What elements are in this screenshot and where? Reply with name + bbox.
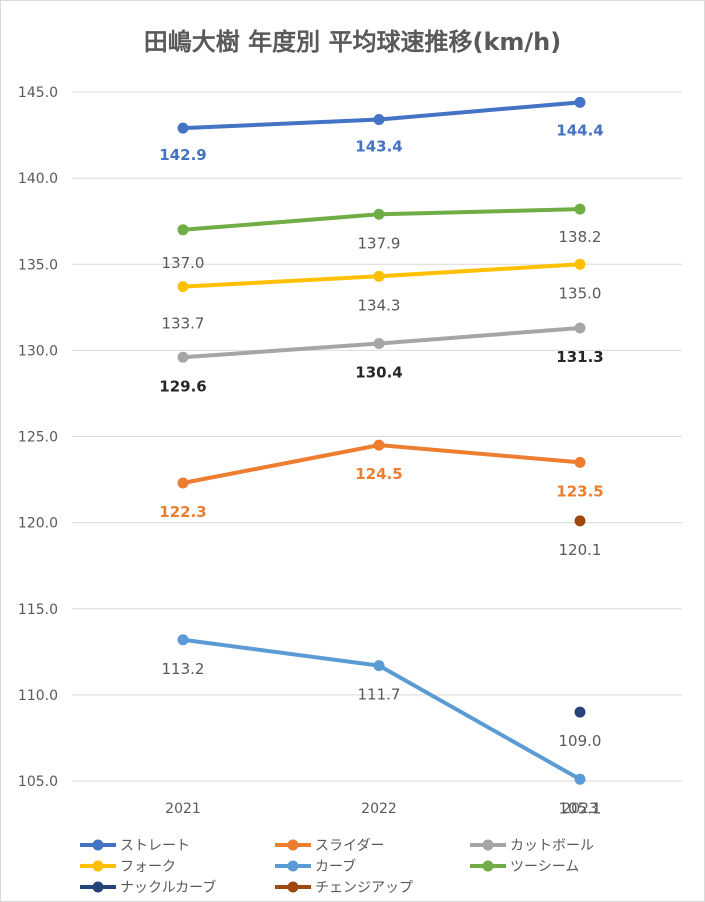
legend-swatch-marker — [92, 881, 104, 893]
data-point — [373, 114, 385, 126]
x-tick-label: 2023 — [562, 801, 598, 817]
legend-swatch-marker — [482, 860, 494, 872]
data-label: 129.6 — [159, 377, 206, 395]
legend-label: カットボール — [510, 838, 594, 854]
data-point — [177, 224, 189, 236]
y-tick-label: 120.0 — [18, 516, 58, 532]
data-point — [574, 203, 586, 215]
data-point — [373, 270, 385, 282]
data-label: 133.7 — [162, 315, 205, 333]
data-point — [177, 351, 189, 363]
data-label: 134.3 — [358, 296, 401, 314]
x-tick-label: 2021 — [165, 801, 201, 817]
y-tick-label: 105.0 — [18, 774, 58, 790]
data-point — [177, 634, 189, 646]
data-label: 138.2 — [559, 228, 602, 246]
y-tick-label: 125.0 — [18, 430, 58, 446]
data-point — [177, 477, 189, 489]
data-point — [574, 773, 586, 785]
data-label: 144.4 — [556, 121, 603, 139]
y-tick-label: 115.0 — [18, 602, 58, 618]
legend-swatch-marker — [482, 839, 494, 851]
data-label: 143.4 — [355, 138, 402, 156]
y-tick-label: 145.0 — [18, 85, 58, 101]
y-tick-label: 140.0 — [18, 171, 58, 187]
data-label: 111.7 — [358, 686, 401, 704]
data-point — [373, 337, 385, 349]
chart-title: 田嶋大樹 年度別 平均球速推移(km/h) — [143, 28, 562, 56]
legend-label: カーブ — [315, 858, 356, 875]
legend-entry: カーブ — [275, 858, 356, 875]
data-label: 124.5 — [355, 465, 402, 483]
legend-entry: チェンジアップ — [275, 880, 413, 896]
x-tick-label: 2022 — [361, 801, 397, 817]
data-label: 135.0 — [559, 284, 602, 302]
data-point — [574, 96, 586, 108]
data-point — [373, 208, 385, 220]
data-label: 123.5 — [556, 482, 603, 500]
legend-swatch-marker — [287, 881, 299, 893]
data-point — [574, 456, 586, 468]
legend-label: ナックルカーブ — [120, 879, 216, 896]
data-label: 105.1 — [559, 799, 602, 817]
data-label: 137.0 — [162, 254, 205, 272]
data-labels: 142.9 143.4 144.4 122.3 124.5 123.5 129.6 130.4… — [159, 121, 603, 817]
data-point — [574, 322, 586, 334]
legend-swatch-marker — [287, 839, 299, 851]
data-point — [574, 706, 586, 718]
y-axis: 105.0 110.0 115.0 120.0 125.0 130.0 135.0 140.0… — [18, 85, 58, 790]
legend-entry: ツーシーム — [470, 859, 579, 875]
data-point — [574, 515, 586, 527]
legend-entry: ストレート — [80, 838, 190, 854]
data-label: 131.3 — [556, 348, 603, 366]
y-tick-label: 130.0 — [18, 343, 58, 359]
legend-label: ストレート — [120, 838, 190, 854]
data-label: 142.9 — [159, 146, 206, 164]
legend-swatch-marker — [92, 839, 104, 851]
data-label: 130.4 — [355, 363, 402, 381]
series-line — [181, 637, 582, 782]
legend-entry: カットボール — [470, 838, 594, 854]
data-label: 120.1 — [559, 541, 602, 559]
legend-label: スライダー — [315, 838, 384, 854]
y-tick-label: 135.0 — [18, 257, 58, 273]
x-axis: 2021 2022 2023 — [165, 801, 598, 817]
legend-entry: スライダー — [275, 838, 384, 854]
data-label: 137.9 — [358, 234, 401, 252]
data-point — [177, 281, 189, 293]
data-label: 113.2 — [162, 660, 205, 678]
legend-entry: ナックルカーブ — [80, 879, 216, 896]
data-point — [373, 660, 385, 672]
legend-label: ツーシーム — [510, 859, 579, 875]
legend-entry: フォーク — [80, 859, 176, 875]
y-tick-label: 110.0 — [18, 688, 58, 704]
data-point — [574, 258, 586, 270]
legend-label: チェンジアップ — [315, 880, 413, 896]
legend-swatch-marker — [92, 860, 104, 872]
data-point — [373, 439, 385, 451]
series-points — [177, 96, 586, 785]
data-label: 109.0 — [559, 732, 602, 750]
data-point — [177, 122, 189, 134]
data-label: 122.3 — [159, 503, 206, 521]
legend-label: フォーク — [120, 859, 176, 875]
legend-swatch-marker — [287, 860, 299, 872]
